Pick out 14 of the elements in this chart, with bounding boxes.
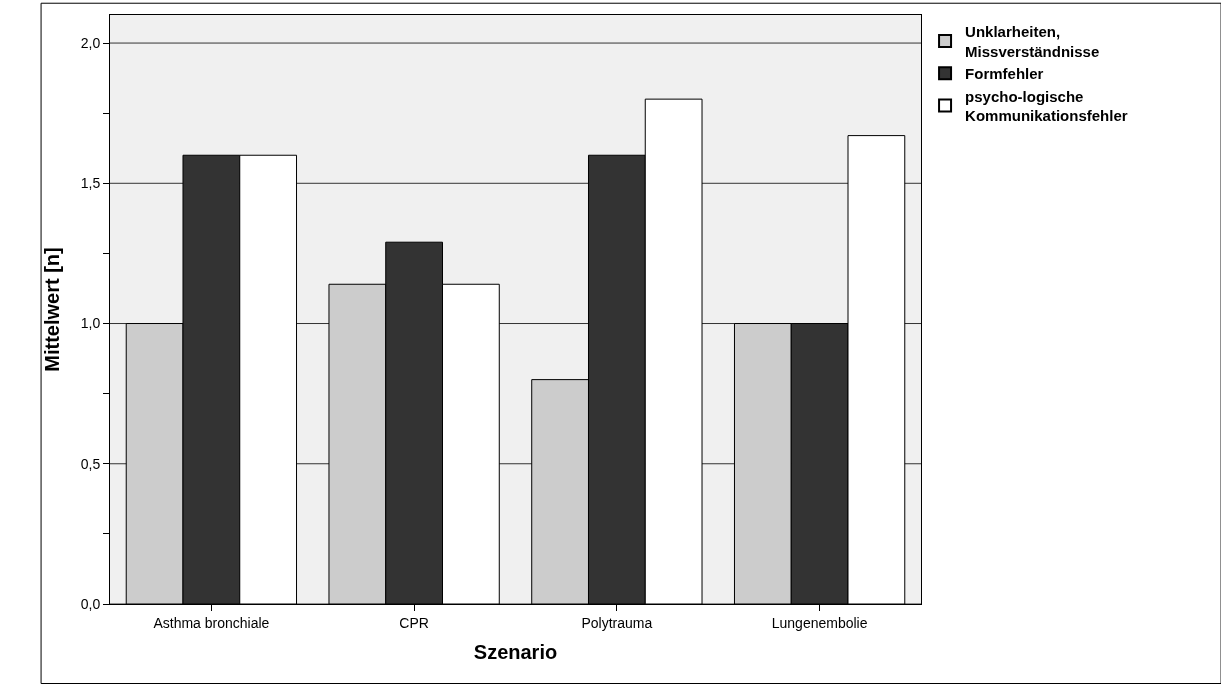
x-axis-title: Szenario	[473, 641, 558, 664]
y-tick-label: 1,5	[80, 175, 101, 192]
x-tick-label: CPR	[399, 614, 429, 631]
legend-label: Unklarheiten, Missverständnisse	[965, 23, 1100, 60]
y-axis-title: Mittelwert [n]	[41, 247, 64, 372]
legend-label: psycho-logische Kommunikationsfehler	[965, 87, 1128, 125]
y-tick-label: 0,0	[80, 595, 101, 612]
x-tick-label: Asthma bronchiale	[153, 614, 270, 631]
y-tick-label: 0,5	[80, 455, 101, 472]
x-tick-label: Polytrauma	[581, 614, 653, 631]
legend-label: Formfehler	[965, 65, 1044, 83]
y-tick-label: 1,0	[80, 315, 101, 332]
y-tick-label: 2,0	[80, 34, 101, 51]
x-tick-label: Lungenembolie	[771, 614, 868, 631]
